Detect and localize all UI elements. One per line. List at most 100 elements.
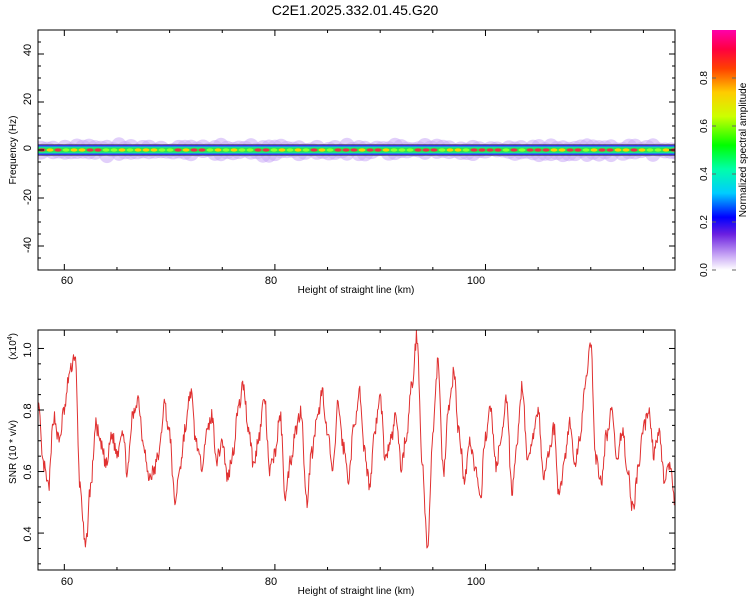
band-core-cell xyxy=(238,148,246,152)
band-core-cell xyxy=(150,148,158,152)
band-core-cell xyxy=(326,148,334,152)
band-core-cell xyxy=(422,148,430,152)
top-x-tick-60: 60 xyxy=(61,275,73,287)
chart-title: C2E1.2025.332.01.45.G20 xyxy=(272,2,439,18)
band-core-cell xyxy=(110,148,118,152)
bottom-x-tick-100: 100 xyxy=(467,576,485,588)
colorbar-tick-02: 0.2 xyxy=(699,215,710,229)
band-core-cell xyxy=(566,148,574,152)
snr-series xyxy=(38,330,675,549)
band-core-cell xyxy=(614,148,622,152)
band-core-cell xyxy=(526,148,534,152)
band-core-cell xyxy=(382,148,390,152)
band-core-cell xyxy=(302,148,310,152)
bottom-x-tick-80: 80 xyxy=(265,576,277,588)
band-core-cell xyxy=(134,148,142,152)
band-core-cell xyxy=(398,148,406,152)
multiplier-text: (x10 xyxy=(8,340,19,360)
bottom-y-tick-0-8: 0.8 xyxy=(22,403,34,418)
multiplier-close: ) xyxy=(8,333,19,336)
band-core-cell xyxy=(558,148,566,152)
band-core-cell xyxy=(182,148,190,152)
band-core-cell xyxy=(102,148,110,152)
band-core-cell xyxy=(198,148,206,152)
band-core-cell xyxy=(70,148,78,152)
colorbar-gradient xyxy=(712,30,736,270)
colorbar-label: Normalized spectral amplitude xyxy=(738,82,749,217)
band-core-cell xyxy=(142,148,150,152)
band-core-cell xyxy=(374,148,382,152)
band-core-cell xyxy=(438,148,446,152)
colorbar-tick-0: 0.0 xyxy=(699,263,710,277)
colorbar-tick-08: 0.8 xyxy=(699,71,710,85)
band-core-cell xyxy=(366,148,374,152)
colorbar: 0.0 0.2 0.4 0.6 0.8 Normalized spectral … xyxy=(699,30,749,277)
band-core-cell xyxy=(262,148,270,152)
band-core-cell xyxy=(78,148,86,152)
band-core-cell xyxy=(542,148,550,152)
band-core-cell xyxy=(334,148,342,152)
colorbar-tick-06: 0.6 xyxy=(699,119,710,133)
top-panel: 60 80 100 40 20 0 -20 -40 Height of stra… xyxy=(8,29,676,296)
band-layer xyxy=(38,137,675,164)
band-core-cell xyxy=(446,148,454,152)
band-core-cell xyxy=(622,148,630,152)
band-core-cell xyxy=(486,148,494,152)
band-core-cell xyxy=(286,148,294,152)
band-core-cell xyxy=(454,148,462,152)
band-core-cell xyxy=(550,148,558,152)
band-core-cell xyxy=(582,148,590,152)
top-y-tick-20: 20 xyxy=(22,93,34,105)
band-core-cell xyxy=(494,148,502,152)
top-x-tick-80: 80 xyxy=(265,275,277,287)
colorbar-tick-04: 0.4 xyxy=(699,167,710,181)
colorbar-ticks xyxy=(712,77,736,271)
bottom-ticks xyxy=(38,330,675,570)
band-core-cell xyxy=(254,148,262,152)
band-core-cell xyxy=(166,148,174,152)
band-core-cell xyxy=(574,148,582,152)
bottom-y-axis-label: SNR (10 * v/v) xyxy=(8,420,19,484)
band-core-cell xyxy=(94,148,102,152)
spectrogram-band xyxy=(38,137,675,164)
band-core-cell xyxy=(358,148,366,152)
bottom-y-tick-0-6: 0.6 xyxy=(22,464,34,479)
band-core-cell xyxy=(190,148,198,152)
band-core-cell xyxy=(654,148,662,152)
band-core-cell xyxy=(478,148,486,152)
bottom-plot-frame xyxy=(37,329,676,571)
band-core-cell xyxy=(126,148,134,152)
band-core-cell xyxy=(518,148,526,152)
top-y-tick-0: 0 xyxy=(22,145,34,151)
band-core-cell xyxy=(430,148,438,152)
band-core-cell xyxy=(318,148,326,152)
band-core-cell xyxy=(342,148,350,152)
top-x-tick-100: 100 xyxy=(467,275,485,287)
band-core-cell xyxy=(294,148,302,152)
top-y-axis-label: Frequency (Hz) xyxy=(8,116,19,185)
snr-line xyxy=(38,330,675,549)
band-core-cell xyxy=(590,148,598,152)
band-core-cell xyxy=(214,148,222,152)
band-core-cell xyxy=(230,148,238,152)
top-y-tick-neg40: -40 xyxy=(22,237,34,253)
band-core-cell xyxy=(222,148,230,152)
band-core-cell xyxy=(206,148,214,152)
band-core-cell xyxy=(350,148,358,152)
band-core-cell xyxy=(414,148,422,152)
svg-text:(x104): (x104) xyxy=(7,333,19,360)
band-core-cell xyxy=(406,148,414,152)
top-y-tick-neg20: -20 xyxy=(22,189,34,205)
band-core-cell xyxy=(278,148,286,152)
top-ticks xyxy=(38,29,675,271)
band-core-cell xyxy=(630,148,638,152)
top-x-axis-label: Height of straight line (km) xyxy=(298,285,415,296)
band-core-cell xyxy=(510,148,518,152)
band-core-cell xyxy=(270,148,278,152)
bottom-y-tick-0-4: 0.4 xyxy=(22,526,34,541)
band-core-cell xyxy=(174,148,182,152)
band-core-cell xyxy=(662,148,670,152)
top-y-tick-40: 40 xyxy=(22,44,34,56)
band-core-cell xyxy=(646,148,654,152)
